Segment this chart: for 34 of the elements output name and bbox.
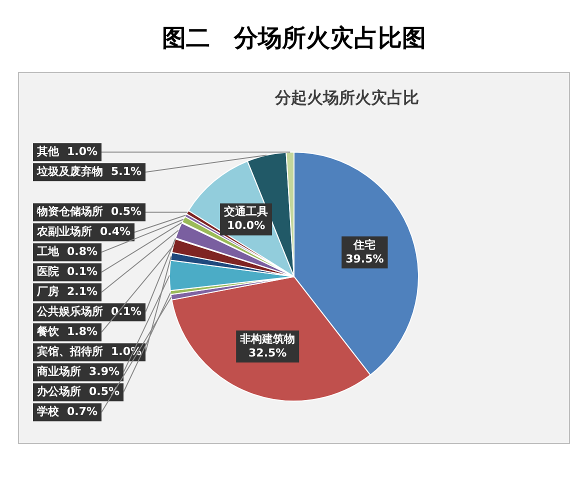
data-label: 1.8% — [67, 325, 98, 338]
slice-label: 交通工具 — [223, 205, 268, 218]
slice-label: 医院 — [37, 265, 59, 278]
slice-label: 学校 — [37, 405, 60, 418]
slice-label: 物资仓储场所 — [36, 205, 103, 218]
data-label: 0.8% — [67, 245, 98, 258]
slice-label: 餐饮 — [36, 325, 60, 338]
data-label: 5.1% — [111, 165, 142, 178]
data-label: 1.0% — [111, 345, 142, 358]
data-label: 0.7% — [67, 405, 98, 418]
slice-label: 厂房 — [36, 285, 59, 298]
slice-label: 农副业场所 — [36, 225, 92, 238]
data-label: 10.0% — [226, 219, 266, 232]
chart-subtitle: 分起火场所火灾占比 — [274, 88, 419, 107]
data-label: 0.5% — [89, 385, 120, 398]
slice-label: 其他 — [36, 145, 60, 158]
slice-label: 公共娱乐场所 — [36, 305, 103, 318]
slice-label: 非构建筑物 — [239, 332, 296, 346]
slice-label: 商业场所 — [36, 365, 81, 378]
slice-label: 垃圾及废弃物 — [36, 165, 103, 178]
data-label: 0.4% — [100, 225, 131, 238]
slice-label: 住宅 — [352, 238, 376, 252]
data-label: 1.0% — [67, 145, 98, 158]
data-label: 0.1% — [67, 265, 98, 278]
data-label: 0.5% — [111, 205, 142, 218]
data-label: 32.5% — [248, 346, 287, 360]
data-label: 2.1% — [67, 285, 98, 298]
chart-title: 图二 分场所火灾占比图 — [161, 23, 427, 54]
data-label: 0.1% — [111, 305, 142, 318]
data-label: 3.9% — [89, 365, 120, 378]
slice-label: 办公场所 — [36, 385, 81, 398]
slice-label: 宾馆、招待所 — [36, 345, 103, 358]
data-label: 39.5% — [346, 252, 384, 266]
slice-label: 工地 — [36, 245, 60, 258]
